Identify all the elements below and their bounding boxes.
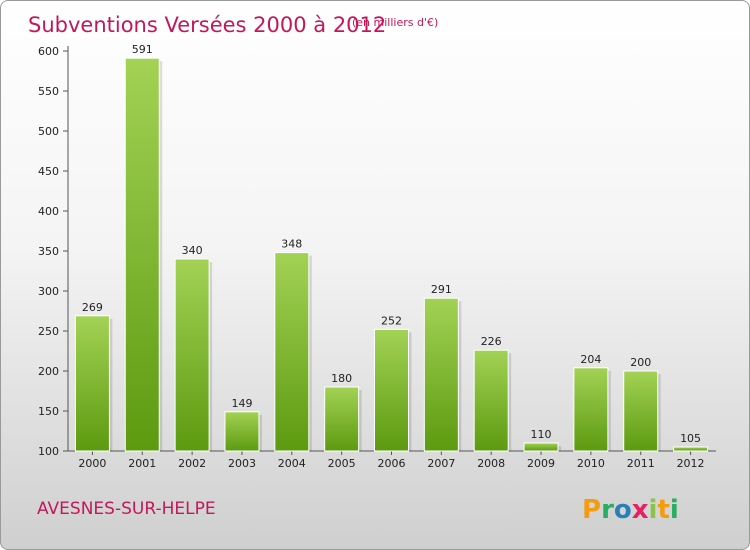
bar-2008 [473,349,509,452]
bar-2011 [623,370,659,452]
value-label-2004: 348 [281,238,302,251]
y-tick-label: 450 [38,165,59,178]
x-tick-label-2003: 2003 [228,457,256,470]
value-label-2003: 149 [231,397,252,410]
y-tick-label: 350 [38,245,59,258]
bar-2007 [423,297,459,452]
value-label-2007: 291 [431,283,452,296]
y-tick-label: 100 [38,445,59,458]
bar-2004 [274,252,310,452]
bar-2003 [224,411,260,452]
y-tick-label: 150 [38,405,59,418]
chart-subtitle: (en milliers d'€) [352,16,438,29]
value-label-2011: 200 [630,356,651,369]
value-label-2000: 269 [82,301,103,314]
y-tick-label: 550 [38,85,59,98]
value-label-2009: 110 [531,428,552,441]
value-label-2010: 204 [580,353,601,366]
x-tick-label-2002: 2002 [178,457,206,470]
value-label-2001: 591 [132,43,153,56]
value-label-2008: 226 [481,335,502,348]
x-tick-label-2008: 2008 [477,457,505,470]
chart-title: Subventions Versées 2000 à 2012 [28,13,386,37]
bar-2009 [523,442,559,452]
bar-2005 [324,386,360,452]
x-tick-label-2007: 2007 [427,457,455,470]
bar-2012 [673,446,709,452]
proxiti-logo: Proxiti [582,495,679,525]
logo-letter: P [582,495,601,525]
y-tick-label: 600 [38,45,59,58]
bar-2010 [573,367,609,452]
y-tick-label: 400 [38,205,59,218]
value-label-2002: 340 [182,244,203,257]
y-tick-label: 300 [38,285,59,298]
commune-name: AVESNES-SUR-HELPE [37,499,216,519]
logo-letter: i [649,495,658,525]
axes: 100 150 200 250 300 350 400 450 500 550 600 2000 200… [38,45,716,470]
bar-2001 [124,57,160,452]
y-tick-label: 250 [38,325,59,338]
bar-2002 [174,258,210,452]
logo-letter: i [670,495,679,525]
x-tick-label-2005: 2005 [328,457,356,470]
y-tick-label: 500 [38,125,59,138]
x-tick-label-2001: 2001 [128,457,156,470]
logo-letter: o [614,495,632,525]
bars: 269 591 340 149 348 180 252 291 226 110 204 200 105 [74,43,711,452]
value-label-2005: 180 [331,372,352,385]
value-label-2012: 105 [680,432,701,445]
x-tick-label-2010: 2010 [577,457,605,470]
x-tick-label-2006: 2006 [378,457,406,470]
x-tick-label-2000: 2000 [78,457,106,470]
value-label-2006: 252 [381,314,402,327]
bar-2000 [74,315,110,452]
y-tick-label: 200 [38,365,59,378]
x-tick-label-2004: 2004 [278,457,306,470]
x-tick-label-2011: 2011 [627,457,655,470]
bar-2006 [374,328,409,452]
logo-letter: x [632,495,649,525]
x-tick-label-2012: 2012 [677,457,705,470]
logo-letter: r [601,495,614,525]
logo-letter: t [657,495,669,525]
x-tick-label-2009: 2009 [527,457,555,470]
